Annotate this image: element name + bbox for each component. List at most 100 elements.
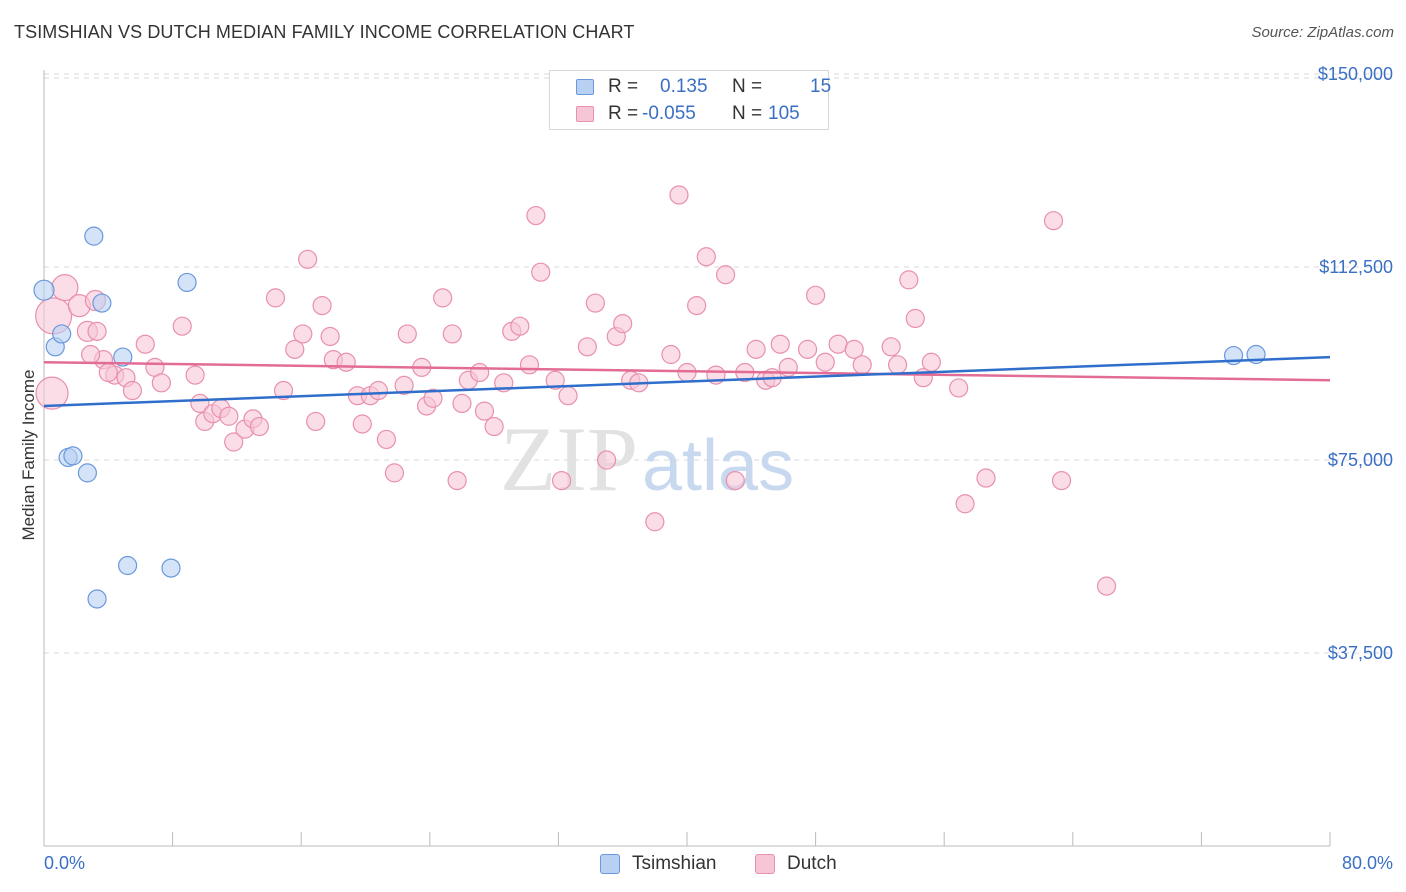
dutch-point bbox=[669, 185, 689, 205]
y-tick-labels: $37,500 $75,000 $112,500 $150,000 bbox=[1318, 64, 1393, 663]
legend-r-label: R = bbox=[608, 103, 639, 124]
dutch-point bbox=[715, 265, 736, 285]
dutch-point bbox=[844, 339, 864, 359]
dutch-point bbox=[376, 429, 396, 450]
chart-source: Source: ZipAtlas.com bbox=[1251, 24, 1394, 41]
x-tick-label-left: 0.0% bbox=[44, 853, 85, 873]
dutch-point bbox=[725, 470, 745, 491]
dutch-point bbox=[577, 337, 597, 357]
dutch-point bbox=[531, 262, 551, 282]
legend-row-dutch: R = -0.055 N = 105 bbox=[550, 102, 828, 126]
tick-layer bbox=[43, 832, 1331, 846]
tsimshian-point bbox=[113, 347, 133, 367]
dutch-point bbox=[312, 296, 332, 316]
dutch-point bbox=[545, 370, 565, 390]
tsimshian-point bbox=[84, 226, 104, 246]
dutch-point bbox=[306, 411, 326, 432]
dutch-point bbox=[336, 352, 356, 372]
legend-n-label: N = bbox=[732, 76, 763, 97]
dutch-point bbox=[797, 339, 818, 359]
dutch-point bbox=[470, 362, 490, 383]
dutch-point bbox=[1051, 470, 1072, 491]
legend-n-value: 105 bbox=[768, 103, 800, 124]
dutch-point bbox=[805, 285, 826, 305]
dutch-point bbox=[368, 380, 388, 401]
dutch-point bbox=[510, 316, 530, 336]
dutch-point bbox=[433, 288, 453, 308]
dutch-point bbox=[122, 380, 143, 401]
tsimshian-point bbox=[63, 446, 83, 466]
dutch-point bbox=[442, 324, 462, 344]
dutch-point bbox=[1096, 576, 1117, 596]
dutch-point bbox=[887, 355, 908, 375]
dutch-point bbox=[526, 205, 546, 226]
bottom-legend-label-dutch: Dutch bbox=[787, 853, 837, 874]
dutch-point bbox=[452, 393, 472, 414]
dutch-point bbox=[447, 470, 467, 491]
dutch-point bbox=[397, 324, 417, 344]
dutch-point bbox=[645, 512, 665, 532]
dutch-point bbox=[955, 494, 975, 514]
dutch-point bbox=[899, 270, 919, 290]
dutch-point bbox=[293, 324, 313, 344]
dutch-point bbox=[661, 344, 681, 365]
legend-r-value: 0.135 bbox=[660, 76, 708, 97]
dutch-point bbox=[484, 416, 504, 437]
dutch-point bbox=[696, 247, 716, 267]
dutch-point bbox=[285, 339, 305, 359]
x-tick-label-right: 80.0% bbox=[1342, 853, 1393, 873]
dutch-point bbox=[852, 355, 872, 375]
bottom-legend-dutch: Dutch bbox=[755, 852, 855, 876]
legend-row-tsimshian: R = 0.135 N = 15 bbox=[550, 75, 832, 99]
dutch-point bbox=[423, 388, 443, 408]
dutch-point bbox=[881, 337, 901, 357]
legend-r-value: -0.055 bbox=[642, 103, 696, 124]
watermark: ZIP atlas bbox=[500, 408, 794, 510]
dutch-point bbox=[219, 406, 239, 426]
dutch-point bbox=[298, 249, 318, 269]
y-axis-title: Median Family Income bbox=[19, 369, 38, 540]
dutch-point bbox=[552, 470, 572, 491]
dutch-point bbox=[558, 386, 578, 406]
tsimshian-point bbox=[92, 293, 112, 313]
legend-swatch-dutch bbox=[576, 106, 594, 122]
dutch-point bbox=[746, 339, 766, 359]
dutch-point bbox=[320, 326, 340, 347]
dutch-points bbox=[35, 185, 1117, 596]
dutch-point bbox=[265, 288, 286, 308]
dutch-point bbox=[597, 450, 617, 470]
y-tick-label: $112,500 bbox=[1319, 257, 1393, 277]
dutch-point bbox=[135, 334, 155, 354]
bottom-legend-tsimshian: Tsimshian bbox=[600, 852, 740, 876]
y-tick-label: $37,500 bbox=[1328, 643, 1393, 663]
tsimshian-point bbox=[177, 272, 197, 293]
tsimshian-point bbox=[117, 555, 138, 576]
y-tick-label: $150,000 bbox=[1318, 64, 1393, 84]
legend-n-value: 15 bbox=[810, 76, 832, 97]
legend-r-label: R = bbox=[608, 76, 639, 97]
bottom-legend-swatch-dutch bbox=[755, 854, 775, 874]
dutch-point bbox=[352, 414, 372, 434]
dutch-point bbox=[828, 334, 848, 354]
dutch-point bbox=[921, 352, 941, 372]
trend-layer bbox=[43, 355, 1331, 408]
dutch-point bbox=[249, 416, 270, 437]
chart-title: TSIMSHIAN VS DUTCH MEDIAN FAMILY INCOME … bbox=[14, 22, 635, 42]
watermark-atlas: atlas bbox=[642, 426, 794, 506]
tsimshian-point bbox=[52, 324, 72, 344]
dutch-point bbox=[151, 373, 171, 393]
dutch-point bbox=[770, 334, 790, 354]
dutch-point bbox=[585, 293, 605, 313]
dutch-point bbox=[613, 314, 633, 334]
dutch-point bbox=[185, 365, 205, 385]
y-tick-label: $75,000 bbox=[1328, 450, 1393, 470]
dutch-trend-line bbox=[43, 360, 1331, 382]
dutch-point bbox=[976, 468, 996, 488]
watermark-zip: ZIP bbox=[500, 408, 638, 510]
bottom-legend-label-tsimshian: Tsimshian bbox=[632, 853, 717, 874]
dutch-point bbox=[273, 380, 294, 401]
dutch-point bbox=[519, 355, 540, 375]
tsimshian-trend-line bbox=[43, 355, 1331, 408]
bottom-legend-swatch-tsimshian bbox=[600, 854, 620, 874]
